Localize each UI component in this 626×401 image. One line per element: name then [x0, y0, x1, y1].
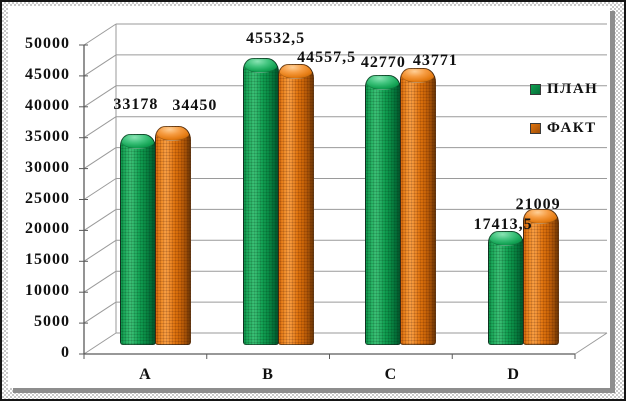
legend-swatch-fact-icon: [530, 122, 541, 134]
legend-item-plan: ПЛАН: [530, 81, 598, 97]
y-tick-label-35000: 35000: [25, 127, 70, 145]
legend-item-fact: ФАКТ: [530, 120, 598, 136]
bar-fact-D: [523, 209, 560, 345]
y-tick-label-50000: 50000: [25, 35, 70, 52]
data-label-fact-C: 43771: [412, 52, 458, 70]
legend-label-plan: ПЛАН: [547, 80, 599, 97]
data-label-plan-B: 45532,5: [246, 29, 306, 47]
data-label-plan-C: 42770: [360, 53, 406, 71]
data-label-fact-A: 34450: [172, 97, 218, 115]
legend-label-fact: ФАКТ: [547, 119, 597, 136]
legend-swatch-plan-icon: [530, 83, 541, 95]
x-category-label-B: B: [262, 366, 274, 383]
x-category-label-D: D: [507, 366, 520, 383]
y-tick-label-0: 0: [61, 344, 70, 361]
y-tick-label-45000: 45000: [25, 65, 70, 83]
bar-fact-B: [277, 63, 314, 345]
data-label-plan-A: 33178: [113, 95, 159, 113]
bar-plan-D: [488, 231, 525, 345]
chart-panel: 33178 34450 45532,5 44557,5 42770 43771 17413,…: [8, 6, 610, 388]
x-category-label-A: A: [139, 366, 152, 383]
y-tick-label-30000: 30000: [25, 158, 70, 176]
y-tick-label-40000: 40000: [25, 96, 70, 114]
y-tick-label-20000: 20000: [25, 220, 70, 238]
bar-fact-A: [154, 126, 191, 345]
y-tick-label-15000: 15000: [25, 251, 70, 269]
bar-fact-C: [400, 68, 437, 345]
data-label-fact-B: 44557,5: [297, 48, 357, 66]
data-label-fact-D: 21009: [515, 196, 561, 214]
bar-plan-B: [242, 57, 279, 345]
x-category-label-C: C: [384, 366, 398, 383]
bar-plan-A: [119, 133, 156, 345]
y-tick-label-5000: 5000: [34, 313, 70, 331]
y-tick-label-25000: 25000: [25, 189, 70, 207]
bar-plan-C: [365, 74, 402, 345]
legend: ПЛАН ФАКТ: [530, 81, 598, 159]
y-tick-label-10000: 10000: [25, 282, 70, 300]
data-label-plan-D: 17413,5: [473, 216, 533, 234]
